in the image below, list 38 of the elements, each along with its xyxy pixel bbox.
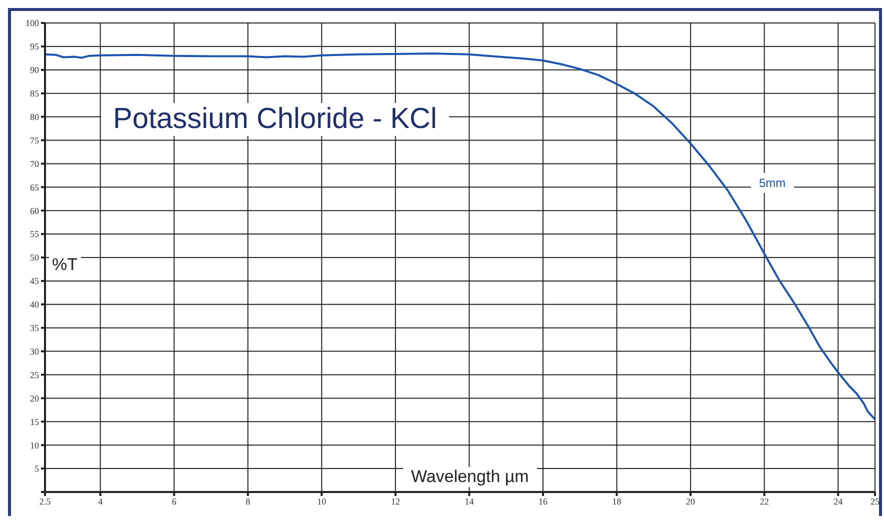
x-tick-label: 14	[464, 496, 474, 506]
x-tick-label: 12	[390, 496, 400, 506]
text: 5mm	[751, 173, 794, 193]
y-tick-label: 25	[30, 370, 40, 380]
y-axis-title: %T	[49, 255, 80, 275]
x-tick-label: 8	[246, 496, 251, 506]
x-tick-label: 10	[317, 496, 327, 506]
x-tick-label: 25	[870, 496, 880, 506]
text: Potassium Chloride - KCl	[101, 103, 449, 136]
y-tick-label: 75	[30, 135, 40, 146]
x-axis-title: Wavelength µm	[403, 467, 537, 487]
y-tick-label: 50	[30, 252, 40, 263]
x-tick-label: 24	[834, 496, 844, 506]
y-tick-label: 90	[30, 65, 40, 76]
y-tick-label: 55	[30, 229, 40, 240]
y-tick-label: 45	[30, 276, 40, 286]
y-tick-label: 35	[30, 323, 40, 334]
x-tick-label: 4	[98, 496, 104, 506]
y-tick-label: 15	[30, 416, 40, 427]
x-tick-label: 18	[612, 496, 622, 506]
y-tick-label: 20	[30, 393, 40, 404]
line-series	[45, 52, 875, 420]
y-tick-label: 100	[26, 18, 40, 28]
y-tick-label: 40	[30, 300, 40, 310]
y-tick-label: 5	[34, 464, 40, 474]
y-tick-label: 80	[30, 112, 40, 122]
y-tick-label: 60	[30, 206, 40, 216]
y-tick-label: 85	[30, 88, 40, 99]
x-tick-label: 20	[686, 496, 696, 506]
y-tick-label: 95	[30, 42, 40, 52]
y-tick-label: 65	[30, 182, 40, 192]
y-tick-label: 10	[30, 440, 40, 450]
x-tick-label: 16	[538, 496, 548, 506]
x-tick-label: 2.5	[39, 496, 52, 506]
x-tick-label: 22	[760, 496, 769, 506]
x-tick-label: 6	[172, 496, 177, 506]
y-tick-label: 70	[30, 158, 40, 169]
y-tick-label: 30	[30, 346, 40, 356]
